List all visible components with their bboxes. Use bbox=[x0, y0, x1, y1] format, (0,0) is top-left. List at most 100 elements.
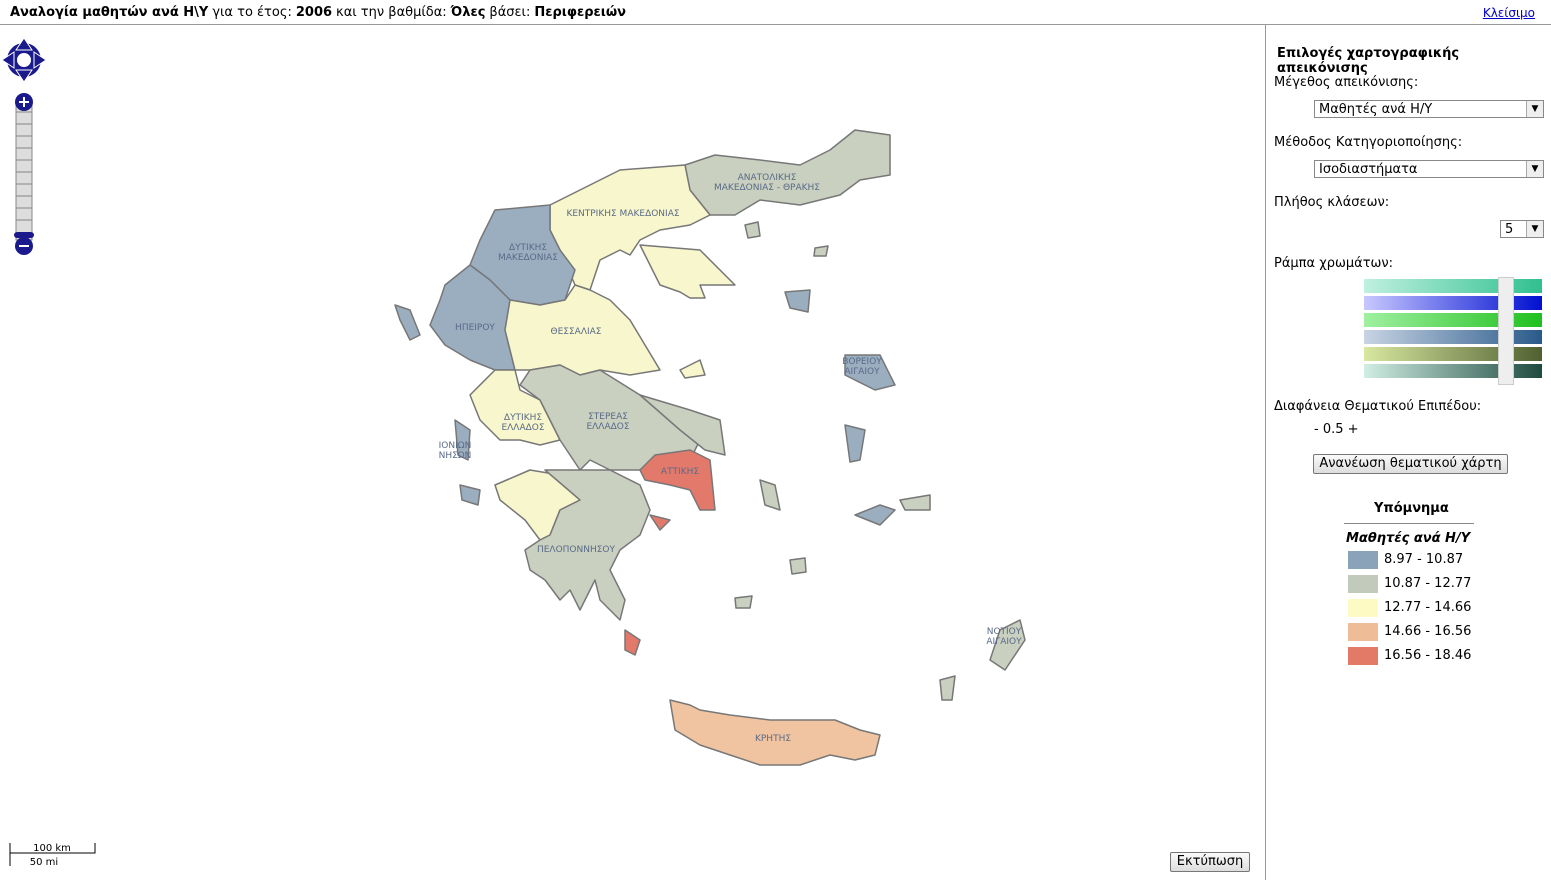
region-shape bbox=[669, 699, 881, 766]
region: ΚΡΗΤΗΣ bbox=[669, 699, 881, 766]
region: ΘΕΣΣΑΛΙΑΣ bbox=[504, 284, 706, 379]
region-shape bbox=[459, 484, 481, 506]
region-shape bbox=[684, 129, 891, 216]
region-shape bbox=[639, 394, 726, 456]
opacity-plus[interactable]: + bbox=[1347, 422, 1359, 437]
scale-km: 100 km bbox=[33, 843, 71, 854]
region-label: ΔΥΤΙΚΗΣ bbox=[504, 413, 542, 423]
region-shape bbox=[734, 595, 753, 609]
region-label: ΝΗΣΩΝ bbox=[439, 451, 472, 461]
region-shape bbox=[759, 479, 781, 511]
ramp-list[interactable] bbox=[1314, 277, 1542, 385]
region-shape bbox=[649, 514, 671, 531]
region-shape bbox=[524, 469, 651, 621]
region-shape bbox=[989, 619, 1026, 671]
opacity-label: Διαφάνεια Θεματικού Επιπέδου: bbox=[1274, 399, 1482, 414]
region: ΠΕΛΟΠΟΝΝΗΣΟΥ bbox=[524, 469, 651, 621]
region-label: ΑΤΤΙΚΗΣ bbox=[661, 467, 699, 477]
region-shape bbox=[844, 424, 866, 463]
measure-select[interactable]: Μαθητές ανά Η/Υ ▼ bbox=[1314, 100, 1544, 118]
classes-label: Πλήθος κλάσεων: bbox=[1274, 195, 1390, 210]
method-label: Μέθοδος Κατηγοριοποίησης: bbox=[1274, 135, 1463, 150]
region-shape bbox=[899, 494, 931, 511]
region-label: ΗΠΕΙΡΟΥ bbox=[455, 323, 495, 333]
year: 2006 bbox=[295, 5, 333, 20]
method-select[interactable]: Ισοδιαστήματα ▼ bbox=[1314, 160, 1544, 178]
pan-control[interactable] bbox=[1, 37, 47, 83]
region-shape bbox=[504, 284, 661, 376]
level-label: και την βαθμίδα: bbox=[336, 5, 447, 20]
region-label: ΚΕΝΤΡΙΚΗΣ ΜΑΚΕΔΟΝΙΑΣ bbox=[566, 209, 679, 219]
legend-label: 12.77 - 14.66 bbox=[1384, 600, 1472, 615]
region-shape bbox=[624, 629, 641, 656]
legend-swatch bbox=[1348, 623, 1378, 641]
region-label: ΑΙΓΑΙΟΥ bbox=[986, 637, 1022, 647]
region-shape bbox=[639, 244, 736, 299]
region-label: ΚΡΗΤΗΣ bbox=[755, 734, 791, 744]
ramp-label: Ράμπα χρωμάτων: bbox=[1274, 256, 1394, 271]
close-link[interactable]: Κλείσιμο bbox=[1482, 6, 1535, 20]
opacity-control: - 0.5 + bbox=[1314, 422, 1359, 437]
print-button[interactable]: Εκτύπωση bbox=[1170, 852, 1250, 872]
basis: Περιφερειών bbox=[534, 5, 626, 20]
region-label: ΘΕΣΣΑΛΙΑΣ bbox=[551, 327, 602, 337]
legend-label: 10.87 - 12.77 bbox=[1384, 576, 1472, 591]
region-label: ΕΛΛΑΔΟΣ bbox=[586, 422, 629, 432]
basis-label: βάσει: bbox=[489, 5, 531, 20]
region-shape bbox=[394, 304, 421, 341]
method-value: Ισοδιαστήματα bbox=[1319, 162, 1418, 177]
region-shape bbox=[454, 419, 471, 461]
region-shape bbox=[639, 449, 716, 511]
region-shape bbox=[844, 354, 896, 391]
region-shape bbox=[789, 557, 807, 575]
legend-label: 14.66 - 16.56 bbox=[1384, 624, 1472, 639]
zoom-control[interactable] bbox=[14, 93, 34, 255]
region-label: ΙΟΝΙΩΝ bbox=[439, 441, 472, 451]
legend-swatch bbox=[1348, 647, 1378, 665]
measure-value: Μαθητές ανά Η/Υ bbox=[1319, 102, 1433, 117]
refresh-button[interactable]: Ανανέωση θεματικού χάρτη bbox=[1313, 454, 1508, 474]
region-shape bbox=[813, 245, 829, 257]
title: Αναλογία μαθητών ανά Η\Υ bbox=[10, 5, 209, 20]
region: ΑΤΤΙΚΗΣ bbox=[624, 449, 716, 656]
level: Όλες bbox=[450, 5, 486, 20]
region-shape bbox=[744, 221, 761, 239]
measure-label: Μέγεθος απεικόνισης: bbox=[1274, 75, 1419, 90]
classes-select[interactable]: 5 ▼ bbox=[1500, 220, 1544, 238]
legend-subtitle: Μαθητές ανά Η/Υ bbox=[1346, 531, 1471, 546]
legend-swatch bbox=[1348, 551, 1378, 569]
legend-label: 16.56 - 18.46 bbox=[1384, 648, 1472, 663]
legend-swatch bbox=[1348, 575, 1378, 593]
region-label: ΝΟΤΙΟΥ bbox=[987, 627, 1022, 637]
header: Αναλογία μαθητών ανά Η\Υ για το έτος: 2006… bbox=[0, 0, 1551, 25]
legend-title: Υπόμνημα bbox=[1374, 501, 1449, 516]
region-label: ΠΕΛΟΠΟΝΝΗΣΟΥ bbox=[537, 545, 616, 555]
region-shape bbox=[854, 504, 896, 526]
region-label: ΑΙΓΑΙΟΥ bbox=[844, 367, 880, 377]
scale-mi: 50 mi bbox=[30, 857, 58, 868]
region-label: ΕΛΛΑΔΟΣ bbox=[501, 423, 544, 433]
options-panel: Επιλογές χαρτογραφικής απεικόνισης Μέγεθ… bbox=[1265, 25, 1551, 880]
region-shape bbox=[784, 289, 811, 313]
region-label: ΜΑΚΕΔΟΝΙΑΣ - ΘΡΑΚΗΣ bbox=[714, 183, 820, 193]
panel-title: Επιλογές χαρτογραφικής απεικόνισης bbox=[1277, 46, 1460, 76]
legend-swatch bbox=[1348, 599, 1378, 617]
opacity-minus[interactable]: - bbox=[1314, 422, 1319, 437]
region-shape bbox=[939, 675, 956, 701]
region-label: ΑΝΑΤΟΛΙΚΗΣ bbox=[738, 173, 797, 183]
scale-bar: 100 km 50 mi bbox=[9, 843, 96, 868]
region-label: ΜΑΚΕΔΟΝΙΑΣ bbox=[498, 253, 558, 263]
region-label: ΒΟΡΕΙΟΥ bbox=[842, 357, 882, 367]
opacity-value: 0.5 bbox=[1322, 422, 1344, 437]
year-label: για το έτος: bbox=[212, 5, 292, 20]
